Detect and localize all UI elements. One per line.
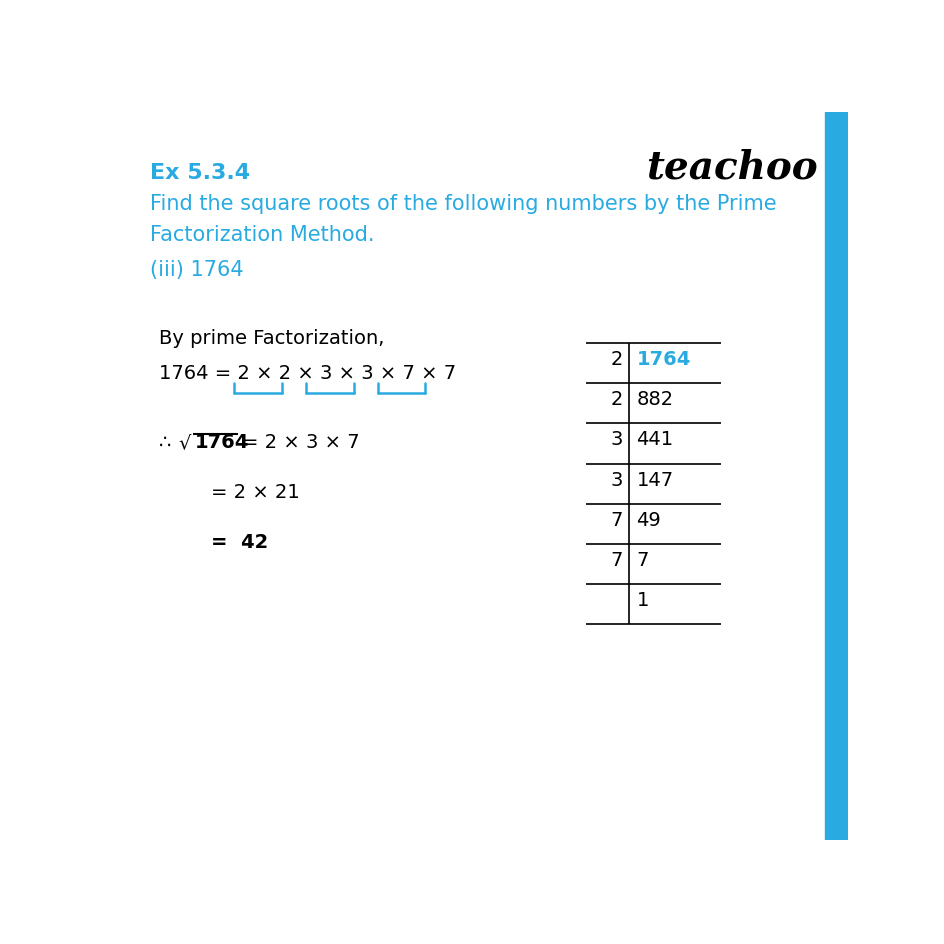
Text: 1764: 1764 — [195, 432, 249, 451]
Text: 882: 882 — [635, 390, 673, 409]
Text: Factorization Method.: Factorization Method. — [149, 225, 374, 244]
Text: (iii) 1764: (iii) 1764 — [149, 260, 244, 279]
Text: 1764 = 2 × 2 × 3 × 3 × 7 × 7: 1764 = 2 × 2 × 3 × 3 × 7 × 7 — [159, 363, 456, 382]
Text: 1: 1 — [635, 590, 649, 609]
Text: Find the square roots of the following numbers by the Prime: Find the square roots of the following n… — [149, 194, 776, 214]
Text: 1764: 1764 — [635, 350, 690, 369]
Text: 441: 441 — [635, 430, 673, 449]
Text: =  42: = 42 — [211, 532, 268, 551]
Text: Ex 5.3.4: Ex 5.3.4 — [149, 163, 249, 183]
Text: 7: 7 — [635, 550, 649, 569]
Text: = 2 × 21: = 2 × 21 — [211, 482, 300, 501]
Text: 49: 49 — [635, 510, 661, 529]
Text: By prime Factorization,: By prime Factorization, — [159, 329, 384, 347]
Text: 7: 7 — [610, 550, 622, 569]
Text: 2: 2 — [610, 350, 622, 369]
Text: 7: 7 — [610, 510, 622, 529]
Text: 3: 3 — [610, 470, 622, 489]
Text: 147: 147 — [635, 470, 673, 489]
Text: 3: 3 — [610, 430, 622, 449]
Bar — [824, 113, 848, 840]
Text: ∴: ∴ — [159, 432, 171, 451]
Text: = 2 × 3 × 7: = 2 × 3 × 7 — [242, 432, 360, 451]
Text: 2: 2 — [610, 390, 622, 409]
Text: √: √ — [178, 432, 191, 451]
Text: teachoo: teachoo — [645, 148, 817, 186]
